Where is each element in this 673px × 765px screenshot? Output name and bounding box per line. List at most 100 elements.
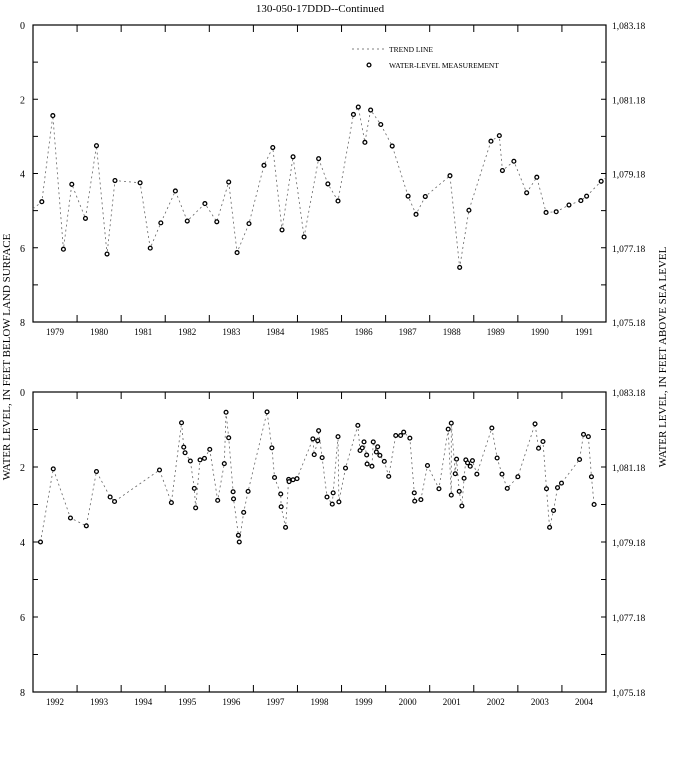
water-level-point: [543, 486, 550, 492]
water-level-point: [215, 497, 221, 503]
water-level-point: [104, 251, 110, 257]
trend-line: [40, 411, 595, 543]
water-level-point: [355, 104, 361, 110]
water-level-point: [226, 435, 232, 441]
water-level-point: [511, 158, 517, 164]
y-tick-label: 0: [20, 21, 25, 32]
water-level-point: [459, 503, 465, 509]
water-level-point: [245, 488, 251, 494]
water-level-point: [398, 432, 404, 439]
water-level-point: [558, 480, 565, 486]
water-level-point: [324, 494, 330, 500]
water-level-point: [335, 198, 341, 204]
x-tick-label: 2003: [531, 697, 550, 707]
water-level-point: [368, 107, 374, 113]
water-level-point: [381, 458, 387, 464]
y-tick-label: 4: [20, 538, 25, 549]
water-level-point: [424, 462, 431, 469]
x-tick-label: 1995: [178, 697, 197, 707]
x-tick-label: 1979: [46, 327, 65, 337]
water-level-point: [178, 420, 185, 426]
water-level-point: [457, 264, 463, 270]
y-tick-label: 2: [20, 95, 25, 106]
trend-line: [32, 105, 607, 268]
water-level-point: [489, 425, 495, 431]
water-level-point: [342, 465, 349, 471]
x-tick-label: 1992: [46, 697, 64, 707]
water-level-point: [461, 475, 467, 481]
water-level-point: [156, 467, 163, 473]
water-level-point: [452, 471, 458, 477]
water-level-point: [389, 143, 395, 149]
water-level-point: [193, 505, 199, 511]
y-tick-label: 6: [20, 613, 25, 624]
water-level-point: [335, 434, 341, 440]
water-level-point: [325, 181, 331, 187]
water-level-point: [413, 211, 419, 217]
water-level-point: [584, 193, 590, 199]
water-level-point: [172, 188, 178, 194]
water-level-point: [311, 452, 317, 458]
x-tick-label: 1998: [311, 697, 330, 707]
water-level-point: [286, 479, 292, 485]
water-level-point: [271, 474, 278, 481]
water-level-point: [283, 524, 289, 530]
water-level-point: [182, 450, 188, 456]
water-level-point: [580, 431, 587, 437]
y-tick-label: 2: [20, 463, 25, 474]
water-level-point: [107, 494, 113, 500]
water-level-point: [301, 234, 307, 240]
water-level-point: [532, 421, 538, 427]
water-level-point: [168, 500, 174, 506]
water-level-point: [411, 490, 417, 496]
y2-tick-label: 1,081.18: [612, 464, 646, 474]
water-level-point: [278, 491, 284, 497]
water-level-point: [69, 181, 75, 187]
y-tick-label: 6: [20, 244, 25, 255]
water-level-point: [536, 445, 542, 451]
water-level-point: [270, 144, 276, 151]
water-level-point: [448, 420, 454, 426]
water-level-point: [82, 215, 89, 221]
water-level-point: [67, 515, 74, 521]
y-tick-label: 0: [20, 388, 25, 399]
water-level-point: [37, 539, 44, 545]
x-tick-label: 2001: [443, 697, 461, 707]
water-level-point: [330, 490, 336, 496]
water-level-point: [184, 218, 190, 224]
water-level-point: [93, 468, 100, 475]
water-level-point: [405, 193, 411, 199]
water-level-point: [319, 455, 325, 461]
water-level-point: [294, 476, 300, 482]
water-level-point: [499, 167, 505, 174]
y2-tick-label: 1,077.18: [612, 245, 646, 255]
water-level-point: [577, 456, 583, 463]
water-level-point: [515, 474, 521, 480]
water-level-point: [60, 246, 66, 252]
plot-frame: [32, 24, 607, 323]
water-level-point: [202, 201, 208, 207]
water-level-point: [499, 471, 505, 477]
water-level-point: [191, 485, 197, 491]
water-level-point: [465, 460, 471, 466]
water-level-point: [373, 449, 379, 455]
water-level-point: [201, 455, 208, 461]
y-tick-label: 4: [20, 170, 25, 181]
water-level-point: [467, 463, 473, 469]
water-level-point: [350, 111, 356, 118]
water-level-point: [401, 429, 407, 435]
water-level-point: [236, 539, 242, 545]
x-tick-label: 1987: [399, 327, 418, 337]
water-level-point: [418, 497, 424, 503]
water-level-point: [111, 498, 118, 505]
water-level-point: [315, 438, 321, 444]
water-level-point: [448, 492, 454, 498]
water-level-point: [375, 444, 381, 450]
water-level-point: [578, 198, 584, 204]
water-level-point: [588, 474, 595, 480]
water-level-point: [278, 504, 284, 510]
water-level-point: [488, 138, 494, 144]
x-tick-label: 1996: [222, 697, 241, 707]
x-tick-label: 2002: [487, 697, 505, 707]
